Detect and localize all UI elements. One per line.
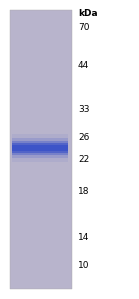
Bar: [12, 138, 68, 158]
Text: 22: 22: [78, 155, 89, 164]
Text: kDa: kDa: [78, 10, 98, 19]
Text: 18: 18: [78, 187, 90, 196]
Bar: [12, 145, 68, 151]
Bar: [12, 141, 68, 155]
Text: 70: 70: [78, 24, 90, 33]
Text: 33: 33: [78, 106, 90, 115]
Text: 44: 44: [78, 62, 89, 71]
Text: 14: 14: [78, 234, 89, 242]
Text: 26: 26: [78, 133, 89, 143]
Bar: [10, 10, 72, 289]
Text: 10: 10: [78, 260, 90, 269]
Bar: [12, 143, 68, 153]
Bar: [12, 134, 68, 162]
